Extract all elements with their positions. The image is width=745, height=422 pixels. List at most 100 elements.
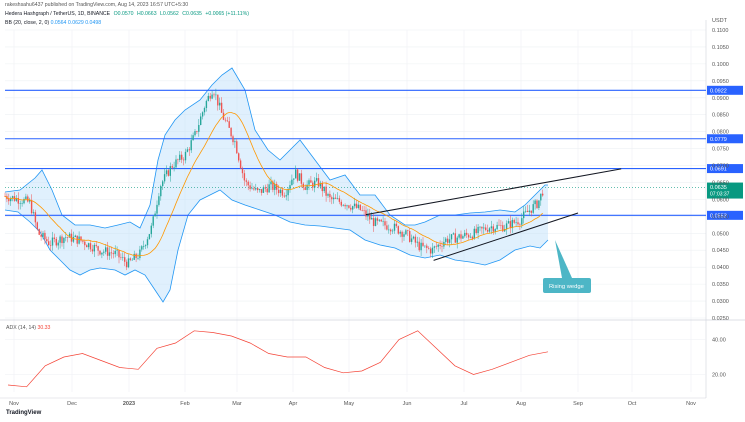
- level-price-label: 0.0691: [710, 167, 727, 173]
- candle-body: [103, 251, 105, 253]
- candle-body: [333, 197, 335, 200]
- adx-value: 30.33: [37, 325, 51, 331]
- candle-body: [355, 203, 358, 208]
- candle-body: [369, 214, 371, 220]
- candle-body: [407, 230, 409, 232]
- candle-body: [357, 204, 360, 208]
- candle-body: [72, 236, 75, 242]
- candle-body: [365, 210, 367, 217]
- candle-body: [441, 246, 443, 247]
- bar-countdown-label: 07:03:37: [710, 192, 730, 198]
- level-price-tag: [707, 134, 743, 144]
- candle-body: [276, 183, 278, 190]
- candle-body: [473, 228, 475, 239]
- candle-body: [513, 219, 515, 223]
- candle-body: [241, 168, 244, 174]
- time-axis-tick: Mar: [232, 401, 242, 407]
- price-axis-tick: 0.0500: [712, 231, 729, 237]
- candle-body: [203, 108, 206, 113]
- candle-body: [63, 237, 65, 244]
- candle-body: [131, 259, 133, 261]
- level-price-label: 0.0779: [710, 137, 727, 143]
- candle-body: [124, 257, 126, 262]
- ohlc-close: C0.0635: [182, 11, 202, 17]
- candle-body: [477, 226, 479, 233]
- candle-body: [386, 225, 388, 230]
- candle-body: [67, 237, 69, 238]
- candle-body: [329, 193, 331, 198]
- candle-body: [25, 196, 27, 200]
- candle-body: [475, 228, 477, 233]
- footer-brand: TradingView: [6, 410, 42, 416]
- time-axis-tick: Aug: [516, 401, 526, 407]
- candle-body: [139, 249, 141, 259]
- candle-body: [78, 236, 80, 244]
- candle-body: [137, 258, 139, 259]
- candle-body: [114, 250, 116, 255]
- candle-body: [321, 182, 323, 192]
- level-price-tag: [707, 164, 743, 174]
- candle-body: [215, 94, 217, 96]
- candle-body: [32, 212, 35, 214]
- candle-body: [429, 248, 432, 254]
- candle-body: [298, 173, 301, 181]
- candle-body: [517, 222, 519, 225]
- price-axis-tick: 0.1000: [712, 62, 729, 68]
- candle-body: [521, 218, 523, 225]
- candle-body: [219, 102, 221, 106]
- currency-label: USDT: [712, 18, 728, 24]
- candle-body: [173, 167, 175, 168]
- candle-body: [171, 166, 173, 168]
- candle-body: [181, 154, 183, 160]
- candle-body: [452, 233, 455, 235]
- candle-body: [34, 212, 37, 223]
- candle-body: [19, 203, 21, 204]
- candle-body: [393, 223, 396, 231]
- candle-body: [464, 232, 466, 237]
- candle-body: [152, 216, 154, 226]
- candle-body: [15, 197, 18, 201]
- candle-body: [239, 160, 242, 169]
- candle-body: [486, 229, 489, 232]
- candle-body: [308, 180, 310, 185]
- candle-body: [507, 221, 510, 224]
- bb-legend: BB (20, close, 2, 0) 0.0564 0.0629 0.049…: [5, 20, 101, 27]
- candle-body: [418, 241, 420, 251]
- price-axis-tick: 0.0350: [712, 282, 729, 288]
- candle-body: [220, 102, 223, 113]
- candle-body: [338, 198, 341, 202]
- candle-body: [399, 231, 401, 234]
- candle-body: [272, 181, 274, 190]
- candle-body: [232, 136, 234, 143]
- candle-body: [353, 203, 356, 207]
- candle-body: [125, 261, 128, 268]
- candle-body: [315, 178, 318, 181]
- candle-body: [165, 170, 168, 175]
- candle-body: [283, 195, 285, 197]
- candle-body: [245, 180, 247, 182]
- time-axis-tick: Feb: [180, 401, 189, 407]
- candle-body: [492, 226, 494, 232]
- candle-body: [279, 189, 282, 194]
- price-axis-tick: 0.0950: [712, 79, 729, 85]
- candle-body: [412, 236, 415, 239]
- price-axis-tick: 0.0700: [712, 164, 729, 170]
- time-axis-tick: Jul: [460, 401, 467, 407]
- candle-body: [74, 235, 76, 237]
- candle-body: [10, 198, 12, 202]
- candle-body: [439, 244, 441, 247]
- candle-body: [293, 178, 295, 180]
- ohlc-low: L0.0562: [160, 11, 179, 17]
- candle-body: [277, 189, 280, 194]
- candle-body: [319, 182, 322, 187]
- tradingview-logo: TradingView: [6, 410, 41, 416]
- candle-body: [258, 189, 261, 191]
- candle-body: [397, 226, 399, 234]
- candle-body: [266, 188, 268, 193]
- candle-body: [93, 244, 95, 252]
- candle-body: [190, 140, 192, 151]
- candle-body: [17, 197, 19, 204]
- candle-body: [388, 229, 390, 231]
- ohlc-high: H0.0663: [136, 11, 157, 17]
